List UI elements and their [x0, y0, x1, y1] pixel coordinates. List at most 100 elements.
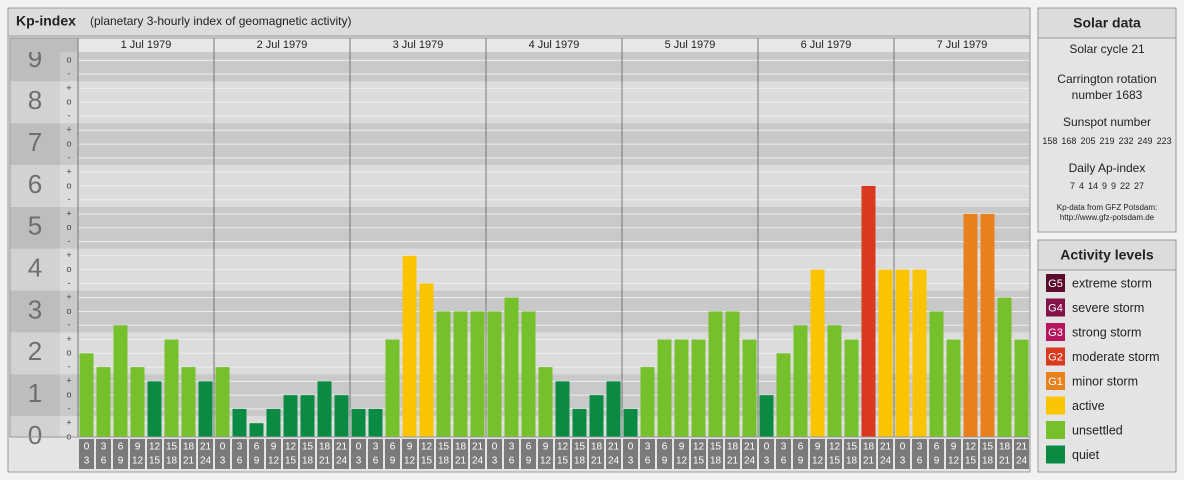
slot-cell — [606, 439, 621, 469]
bar — [453, 311, 468, 437]
y-minor-band — [60, 164, 78, 207]
solar-title: Solar data — [1073, 15, 1141, 31]
legend-label: strong storm — [1072, 325, 1141, 339]
value: 9 — [1111, 181, 1116, 191]
x-tick-label: 12 — [948, 456, 960, 467]
date-row-left — [10, 38, 78, 52]
slot-cell — [283, 439, 298, 469]
bar — [895, 269, 910, 437]
x-tick-label: 3 — [373, 442, 379, 453]
x-tick-label: 18 — [710, 456, 722, 467]
x-tick-label: 18 — [455, 442, 467, 453]
x-tick-label: 12 — [149, 442, 161, 453]
legend-swatch — [1046, 396, 1065, 415]
bar — [351, 408, 366, 437]
day-label: 6 Jul 1979 — [801, 39, 852, 51]
legend-label: severe storm — [1072, 301, 1144, 315]
slot-cell — [385, 439, 400, 469]
y-minor-band — [60, 52, 78, 82]
slot-cell — [980, 439, 995, 469]
y-minor-label: o — [66, 431, 71, 441]
x-tick-label: 21 — [1016, 442, 1028, 453]
x-tick-label: 18 — [982, 456, 994, 467]
y-tick-label: 6 — [28, 169, 42, 199]
legend-swatch — [1046, 421, 1065, 439]
slot-cell — [640, 439, 655, 469]
value: 205 — [1080, 136, 1095, 146]
y-minor-band — [60, 374, 78, 417]
x-tick-label: 15 — [965, 456, 977, 467]
slot-cell — [623, 439, 638, 469]
x-tick-label: 18 — [591, 442, 603, 453]
date-row — [78, 38, 1030, 52]
bar — [946, 339, 961, 437]
bar — [997, 297, 1012, 437]
x-tick-label: 0 — [900, 442, 906, 453]
y-minor-band — [60, 81, 78, 124]
y-minor-label: o — [66, 97, 71, 107]
y-tick-label: 7 — [28, 127, 42, 157]
bar — [827, 325, 842, 437]
bar — [606, 381, 621, 437]
x-tick-label: 9 — [526, 456, 532, 467]
y-tick-label: 3 — [28, 294, 42, 324]
carrington: Carrington rotation — [1057, 72, 1156, 86]
x-tick-label: 24 — [608, 456, 620, 467]
bar — [555, 381, 570, 437]
x-tick-label: 18 — [574, 456, 586, 467]
legend-badge: G2 — [1048, 351, 1063, 363]
sunspot-title: Sunspot number — [1063, 115, 1151, 129]
x-tick-label: 0 — [764, 442, 770, 453]
x-tick-label: 3 — [781, 442, 787, 453]
x-tick-label: 21 — [200, 442, 212, 453]
band — [78, 416, 1030, 437]
day-label: 2 Jul 1979 — [257, 39, 308, 51]
y-minor-label: + — [66, 418, 71, 428]
slot-cell — [402, 439, 417, 469]
slot-cell — [861, 439, 876, 469]
bar — [436, 311, 451, 437]
bar — [759, 395, 774, 437]
x-tick-label: 15 — [710, 442, 722, 453]
legend-swatch — [1046, 298, 1065, 317]
slot-cell — [708, 439, 723, 469]
legend-badge: G1 — [1048, 376, 1063, 388]
y-minor-label: - — [68, 361, 71, 371]
ap-values: 7 4 14 9 9 22 27 — [1070, 181, 1144, 191]
y-minor-band — [60, 123, 78, 165]
x-tick-label: 18 — [846, 456, 858, 467]
slot-cell — [963, 439, 978, 469]
x-tick-label: 12 — [676, 456, 688, 467]
y-minor-band — [60, 248, 78, 291]
x-tick-label: 18 — [727, 442, 739, 453]
slot-cell — [249, 439, 264, 469]
bar — [708, 311, 723, 437]
bar — [317, 381, 332, 437]
x-tick-label: 3 — [84, 456, 90, 467]
y-label-band — [10, 81, 60, 124]
y-minor-label: - — [68, 194, 71, 204]
x-tick-label: 24 — [880, 456, 892, 467]
x-tick-label: 3 — [509, 442, 515, 453]
y-tick-label: 4 — [28, 252, 42, 282]
value: 9 — [1102, 181, 1107, 191]
y-minor-label: o — [66, 180, 71, 190]
legend-label: minor storm — [1072, 374, 1138, 388]
x-tick-label: 9 — [254, 456, 260, 467]
x-tick-label: 9 — [798, 456, 804, 467]
y-minor-label: + — [66, 166, 71, 176]
x-tick-label: 12 — [693, 442, 705, 453]
bar — [980, 213, 995, 437]
y-minor-label: o — [66, 55, 71, 65]
bar — [691, 339, 706, 437]
value: 158 — [1042, 136, 1057, 146]
x-tick-label: 3 — [645, 442, 651, 453]
x-tick-label: 21 — [744, 442, 756, 453]
x-tick-label: 9 — [271, 442, 277, 453]
bar — [113, 325, 128, 437]
slot-cell — [96, 439, 111, 469]
slot-cell — [589, 439, 604, 469]
slot-cell — [232, 439, 247, 469]
x-tick-label: 15 — [166, 442, 178, 453]
